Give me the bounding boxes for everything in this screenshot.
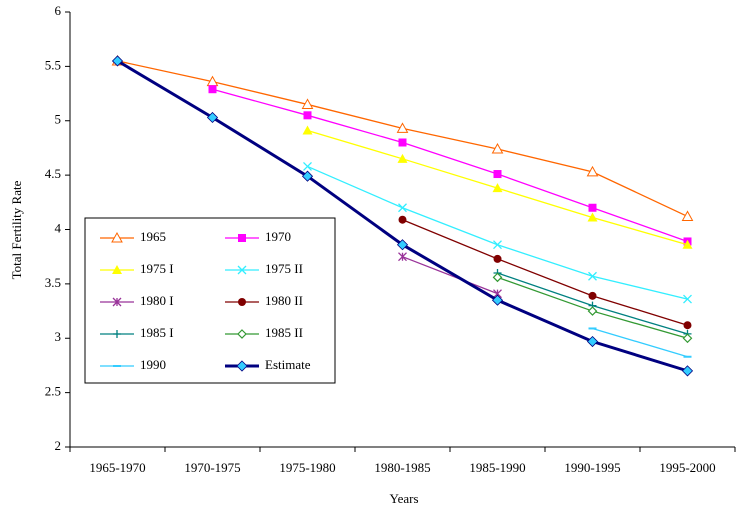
marker xyxy=(208,85,217,94)
legend-label: 1970 xyxy=(265,229,291,244)
legend-label: 1985 II xyxy=(265,325,303,340)
y-tick-label: 5 xyxy=(55,112,62,127)
x-tick-label: 1990-1995 xyxy=(564,460,620,475)
x-tick-label: 1985-1990 xyxy=(469,460,525,475)
marker xyxy=(238,234,246,242)
marker xyxy=(398,138,407,147)
y-tick-label: 3 xyxy=(55,329,62,344)
legend-label: 1975 I xyxy=(140,261,174,276)
marker xyxy=(588,291,597,300)
legend-label: 1975 II xyxy=(265,261,303,276)
marker xyxy=(398,252,407,262)
y-tick-label: 6 xyxy=(55,3,62,18)
marker xyxy=(237,265,247,275)
legend: 1965 1970 1975 I 1975 II 1980 I 1980 II 1985 I… xyxy=(84,217,336,384)
x-tick-label: 1980-1985 xyxy=(374,460,430,475)
marker xyxy=(683,321,692,330)
y-tick-label: 2.5 xyxy=(45,384,61,399)
marker xyxy=(683,294,692,304)
legend-label: 1980 I xyxy=(140,293,174,308)
legend-label: 1990 xyxy=(140,357,166,372)
marker xyxy=(112,265,122,274)
marker xyxy=(491,294,504,306)
marker xyxy=(236,360,248,372)
x-axis-title: Years xyxy=(389,491,418,506)
marker xyxy=(111,231,123,243)
y-tick-label: 3.5 xyxy=(45,275,61,290)
marker xyxy=(492,272,503,283)
marker xyxy=(396,122,409,133)
y-tick-label: 4.5 xyxy=(45,166,61,181)
marker xyxy=(237,329,247,339)
marker xyxy=(681,365,694,377)
marker xyxy=(587,212,598,222)
marker xyxy=(588,271,597,281)
marker xyxy=(586,335,599,348)
marker xyxy=(682,239,693,249)
marker xyxy=(112,297,122,307)
series-line xyxy=(402,256,498,295)
marker xyxy=(398,203,407,213)
x-tick-label: 1970-1975 xyxy=(184,460,240,475)
marker xyxy=(493,254,502,263)
marker xyxy=(301,98,314,109)
legend-label: Estimate xyxy=(265,357,311,372)
marker xyxy=(397,153,408,163)
marker xyxy=(396,239,409,251)
marker xyxy=(303,111,312,120)
legend-label: 1985 I xyxy=(140,325,174,340)
marker xyxy=(206,111,219,124)
marker xyxy=(301,170,314,182)
marker xyxy=(588,203,597,212)
legend-label: 1965 xyxy=(140,229,166,244)
marker xyxy=(493,240,502,250)
x-tick-label: 1975-1980 xyxy=(279,460,335,475)
marker xyxy=(492,183,503,193)
y-tick-label: 4 xyxy=(55,220,62,235)
y-tick-label: 5.5 xyxy=(45,57,61,72)
series-line xyxy=(592,327,688,358)
marker xyxy=(491,142,504,154)
legend-label: 1980 II xyxy=(265,293,303,308)
marker xyxy=(398,215,407,224)
marker xyxy=(493,170,502,179)
y-axis-title: Total Fertility Rate xyxy=(9,180,24,279)
marker xyxy=(587,306,598,316)
marker xyxy=(302,125,313,135)
series-line xyxy=(212,88,688,243)
x-tick-label: 1995-2000 xyxy=(659,460,715,475)
series-line xyxy=(402,219,688,326)
marker xyxy=(586,165,599,177)
legend-box xyxy=(84,217,336,384)
x-tick-label: 1965-1970 xyxy=(89,460,145,475)
marker xyxy=(681,210,694,221)
marker xyxy=(238,298,246,306)
marker xyxy=(113,330,121,338)
marker xyxy=(303,161,312,171)
y-tick-label: 2 xyxy=(55,438,62,453)
marker xyxy=(682,333,693,344)
marker xyxy=(111,55,124,67)
